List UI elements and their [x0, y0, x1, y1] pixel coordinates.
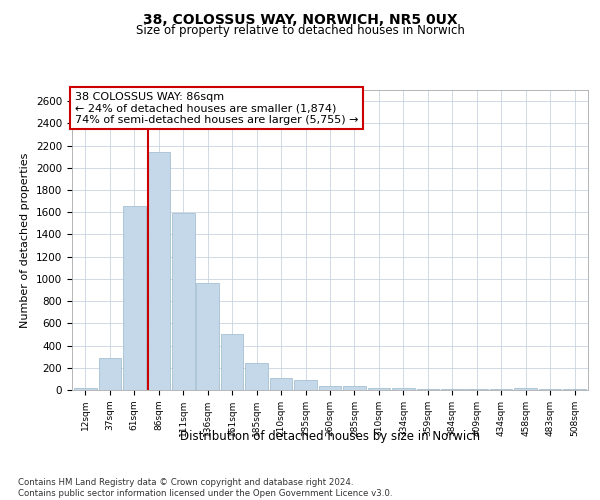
Text: 38 COLOSSUS WAY: 86sqm
← 24% of detached houses are smaller (1,874)
74% of semi-: 38 COLOSSUS WAY: 86sqm ← 24% of detached… — [74, 92, 358, 124]
Bar — [148, 152, 170, 390]
Bar — [270, 378, 292, 390]
Bar — [319, 386, 341, 390]
Bar — [172, 214, 194, 390]
Bar — [98, 358, 121, 390]
Text: Contains HM Land Registry data © Crown copyright and database right 2024.
Contai: Contains HM Land Registry data © Crown c… — [18, 478, 392, 498]
Bar — [368, 388, 390, 390]
Bar — [196, 284, 219, 390]
Bar — [123, 206, 146, 390]
Bar — [416, 389, 439, 390]
Text: 38, COLOSSUS WAY, NORWICH, NR5 0UX: 38, COLOSSUS WAY, NORWICH, NR5 0UX — [143, 12, 457, 26]
Bar — [74, 388, 97, 390]
Bar — [466, 389, 488, 390]
Bar — [245, 363, 268, 390]
Bar — [514, 388, 537, 390]
Text: Size of property relative to detached houses in Norwich: Size of property relative to detached ho… — [136, 24, 464, 37]
Bar — [221, 334, 244, 390]
Bar — [392, 388, 415, 390]
Y-axis label: Number of detached properties: Number of detached properties — [20, 152, 31, 328]
Text: Distribution of detached houses by size in Norwich: Distribution of detached houses by size … — [180, 430, 480, 443]
Bar — [343, 386, 366, 390]
Bar — [294, 380, 317, 390]
Bar — [441, 389, 464, 390]
